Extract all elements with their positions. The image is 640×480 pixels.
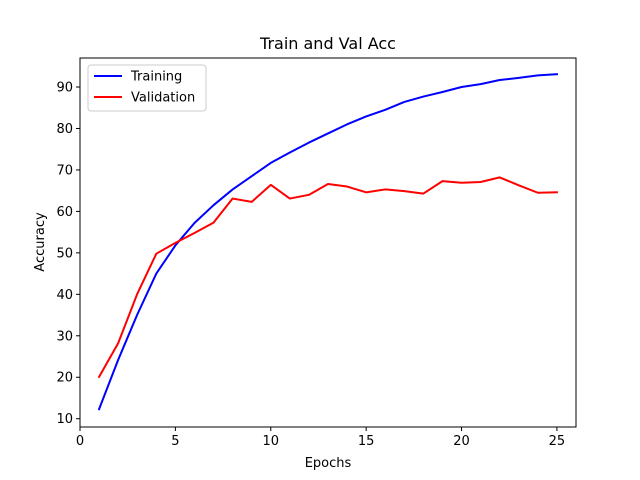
y-tick-label: 70 [56, 163, 73, 178]
y-tick-label: 10 [56, 412, 73, 427]
x-tick-label: 10 [262, 434, 279, 449]
y-tick-label: 50 [56, 246, 73, 261]
legend: Training Validation [87, 64, 207, 112]
x-tick-label: 15 [358, 434, 375, 449]
legend-label: Training [130, 70, 182, 85]
x-tick-label: 5 [171, 434, 179, 449]
chart-title: Train and Val Acc [259, 34, 396, 53]
y-tick-label: 40 [56, 288, 73, 303]
y-axis-label: Accuracy [33, 212, 48, 272]
x-tick-label: 20 [453, 434, 470, 449]
series-line-training [97, 73, 558, 411]
y-tick-label: 60 [56, 205, 73, 220]
axes-frame [79, 57, 577, 428]
y-tick-label: 20 [56, 371, 73, 386]
series-line-validation [97, 176, 558, 379]
y-tick-label: 30 [56, 329, 73, 344]
plot-area: 0 5 10 15 20 25 10 20 30 40 50 60 70 80 90 [56, 57, 577, 449]
x-tick-label: 0 [76, 434, 84, 449]
y-tick-label: 80 [56, 122, 73, 137]
y-tick-label: 90 [56, 81, 73, 96]
x-tick-label: 25 [549, 434, 566, 449]
legend-label: Validation [131, 91, 195, 106]
x-axis-label: Epochs [305, 456, 352, 471]
